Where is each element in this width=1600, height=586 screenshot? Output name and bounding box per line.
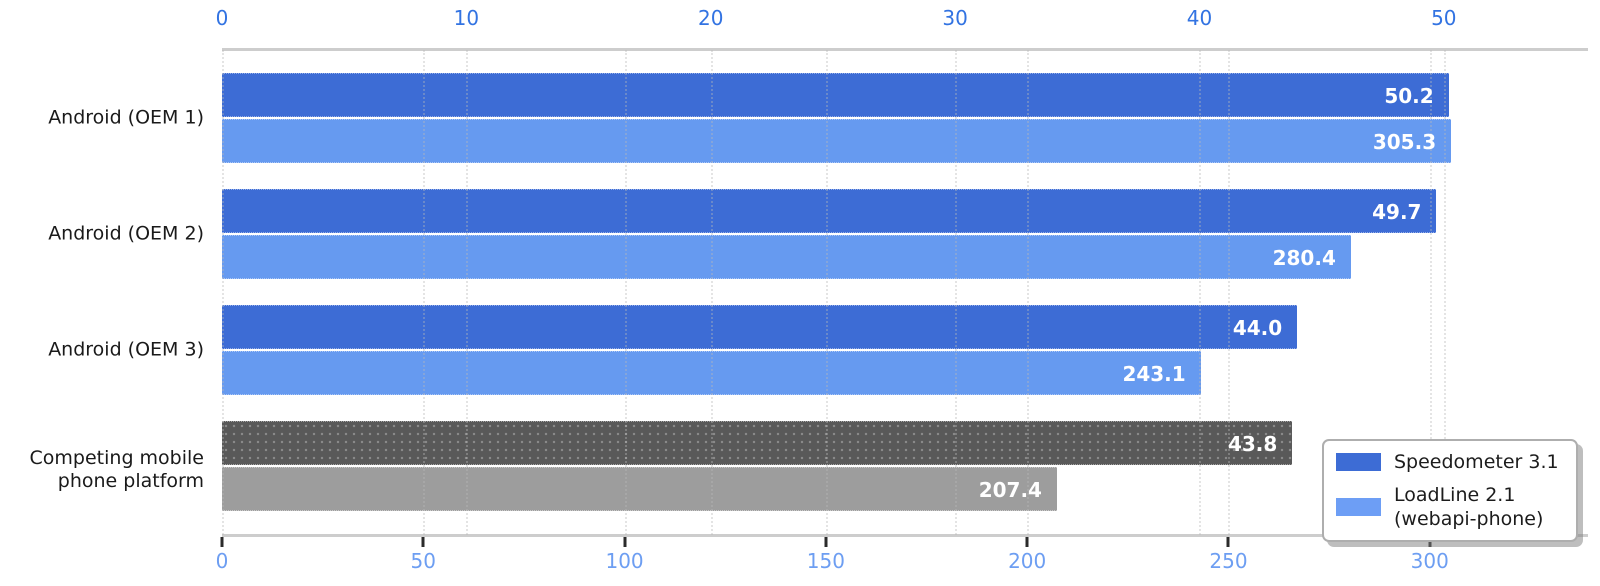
gridline	[711, 50, 713, 535]
bottom-axis-tick-mark	[824, 537, 828, 547]
gridline	[1444, 50, 1446, 535]
bar-value-label: 49.7	[1372, 200, 1422, 224]
bottom-axis-tick-label: 50	[410, 549, 437, 573]
bar-loadline	[222, 467, 1057, 511]
gridline	[222, 50, 224, 535]
top-axis-tick-label: 40	[1186, 6, 1213, 30]
gridline	[1228, 50, 1230, 535]
bar-loadline	[222, 351, 1201, 395]
bar-value-label: 243.1	[1122, 362, 1186, 386]
bottom-axis-tick-mark	[1226, 537, 1230, 547]
legend-item: LoadLine 2.1 (webapi-phone)	[1336, 483, 1562, 531]
gridline	[625, 50, 627, 535]
top-axis-tick-label: 30	[942, 6, 968, 30]
bar-speedometer	[222, 305, 1298, 349]
category-label: Android (OEM 1)	[48, 106, 204, 129]
category-label: Android (OEM 3)	[48, 338, 204, 361]
bottom-axis-tick-label: 150	[806, 549, 845, 573]
gridline	[1199, 50, 1201, 535]
bottom-axis-tick-mark	[1428, 537, 1432, 547]
bottom-axis-tick-label: 250	[1209, 549, 1248, 573]
legend-item: Speedometer 3.1	[1336, 450, 1562, 474]
bar-loadline	[222, 119, 1452, 163]
bar-value-label: 43.8	[1227, 432, 1278, 456]
bottom-axis-tick-mark	[623, 537, 627, 547]
bottom-axis-tick-mark	[220, 537, 224, 547]
gridline	[1430, 50, 1432, 535]
category-label: Android (OEM 2)	[48, 222, 204, 245]
legend: Speedometer 3.1 LoadLine 2.1 (webapi-phon…	[1322, 439, 1578, 542]
gridline	[423, 50, 425, 535]
bottom-axis-tick-label: 300	[1410, 549, 1449, 573]
top-axis-tick-label: 20	[697, 6, 724, 30]
bar-speedometer	[222, 73, 1449, 117]
legend-swatch	[1336, 453, 1381, 471]
bar-speedometer	[222, 189, 1437, 233]
bar-value-label: 50.2	[1384, 84, 1434, 108]
bar-value-label: 305.3	[1372, 130, 1437, 154]
gridline	[466, 50, 468, 535]
bottom-axis-tick-label: 200	[1008, 549, 1047, 573]
gridline	[1027, 50, 1029, 535]
top-axis-tick-label: 0	[215, 6, 229, 30]
bottom-axis-tick-mark	[1025, 537, 1029, 547]
gridline	[955, 50, 957, 535]
legend-item-label: Speedometer 3.1	[1394, 451, 1559, 473]
category-label: Competing mobile phone platform	[29, 447, 204, 492]
bar-speedometer	[222, 421, 1293, 465]
top-axis-tick-label: 50	[1431, 6, 1457, 30]
top-axis-line	[222, 48, 1588, 51]
bottom-axis-tick-mark	[421, 537, 425, 547]
gridline	[826, 50, 828, 535]
legend-item-label: LoadLine 2.1 (webapi-phone)	[1394, 484, 1544, 530]
bottom-axis-line	[222, 534, 1588, 537]
bar-loadline	[222, 235, 1351, 279]
bar-value-label: 280.4	[1272, 246, 1336, 270]
bottom-axis-tick-label: 0	[215, 549, 229, 573]
bar-value-label: 44.0	[1232, 316, 1283, 340]
bottom-axis-tick-label: 100	[605, 549, 644, 573]
top-axis-tick-label: 10	[453, 6, 480, 30]
legend-swatch	[1336, 498, 1381, 516]
bar-value-label: 207.4	[978, 478, 1042, 502]
